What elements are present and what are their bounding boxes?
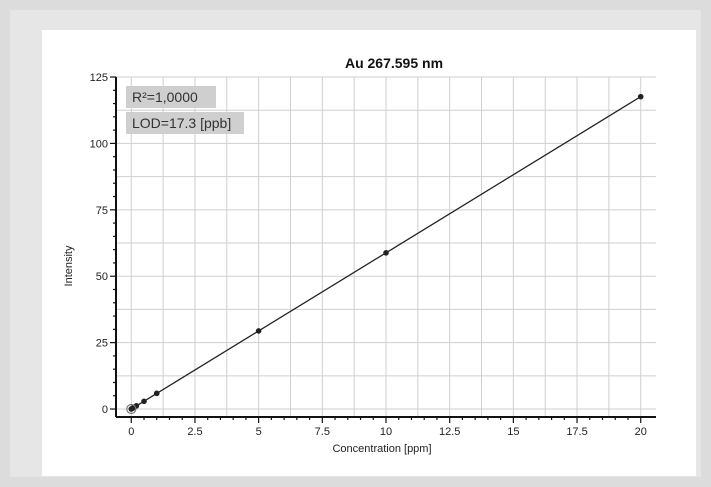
outer-panel: Au 267.595 nm 0 2.5 5 7.5 10 12.5 15 17.5 20 0 25 5… xyxy=(10,10,701,477)
y-tick-label: 100 xyxy=(90,138,108,150)
calibration-chart: Au 267.595 nm 0 2.5 5 7.5 10 12.5 15 17.5 20 0 25 5… xyxy=(63,55,656,455)
origin-cluster-ring xyxy=(126,403,137,415)
annotation-text: R²=1,0000 xyxy=(132,89,198,105)
y-axis-title: Intensity xyxy=(63,245,75,286)
data-point xyxy=(141,398,147,405)
data-point xyxy=(383,250,389,256)
grid-layer xyxy=(116,76,656,417)
x-tick-label: 0 xyxy=(128,426,134,438)
x-tick-label: 17.5 xyxy=(566,426,587,438)
x-tick-label: 15 xyxy=(507,426,519,438)
x-tick-label: 5 xyxy=(256,426,262,438)
x-axis-title: Concentration [ppm] xyxy=(332,443,431,455)
x-tick-label: 10 xyxy=(380,426,392,438)
chart-title: Au 267.595 nm xyxy=(345,55,443,71)
chart-card: Au 267.595 nm 0 2.5 5 7.5 10 12.5 15 17.5 20 0 25 5… xyxy=(42,30,696,476)
data-point xyxy=(637,93,644,100)
annotation-text: LOD=17.3 [ppb] xyxy=(132,115,231,131)
y-tick-label: 25 xyxy=(96,338,108,350)
x-tick-label: 7.5 xyxy=(315,426,330,438)
x-tick-label: 2.5 xyxy=(187,426,202,438)
axes-layer: 0 2.5 5 7.5 10 12.5 15 17.5 20 0 25 50 75 100 125 xyxy=(90,72,656,438)
x-tick-label: 12.5 xyxy=(439,426,460,438)
y-tick-label: 0 xyxy=(102,404,108,416)
data-point xyxy=(153,390,160,397)
y-tick-label: 125 xyxy=(90,72,108,84)
data-layer xyxy=(126,93,644,415)
y-tick-label: 75 xyxy=(96,205,108,217)
annotation-box xyxy=(126,86,216,108)
y-tick-label: 50 xyxy=(96,271,108,283)
annotation-box xyxy=(126,112,244,134)
annotation-layer: R²=1,0000 LOD=17.3 [ppb] xyxy=(126,86,244,134)
data-point xyxy=(255,328,262,334)
x-tick-label: 20 xyxy=(635,426,647,438)
